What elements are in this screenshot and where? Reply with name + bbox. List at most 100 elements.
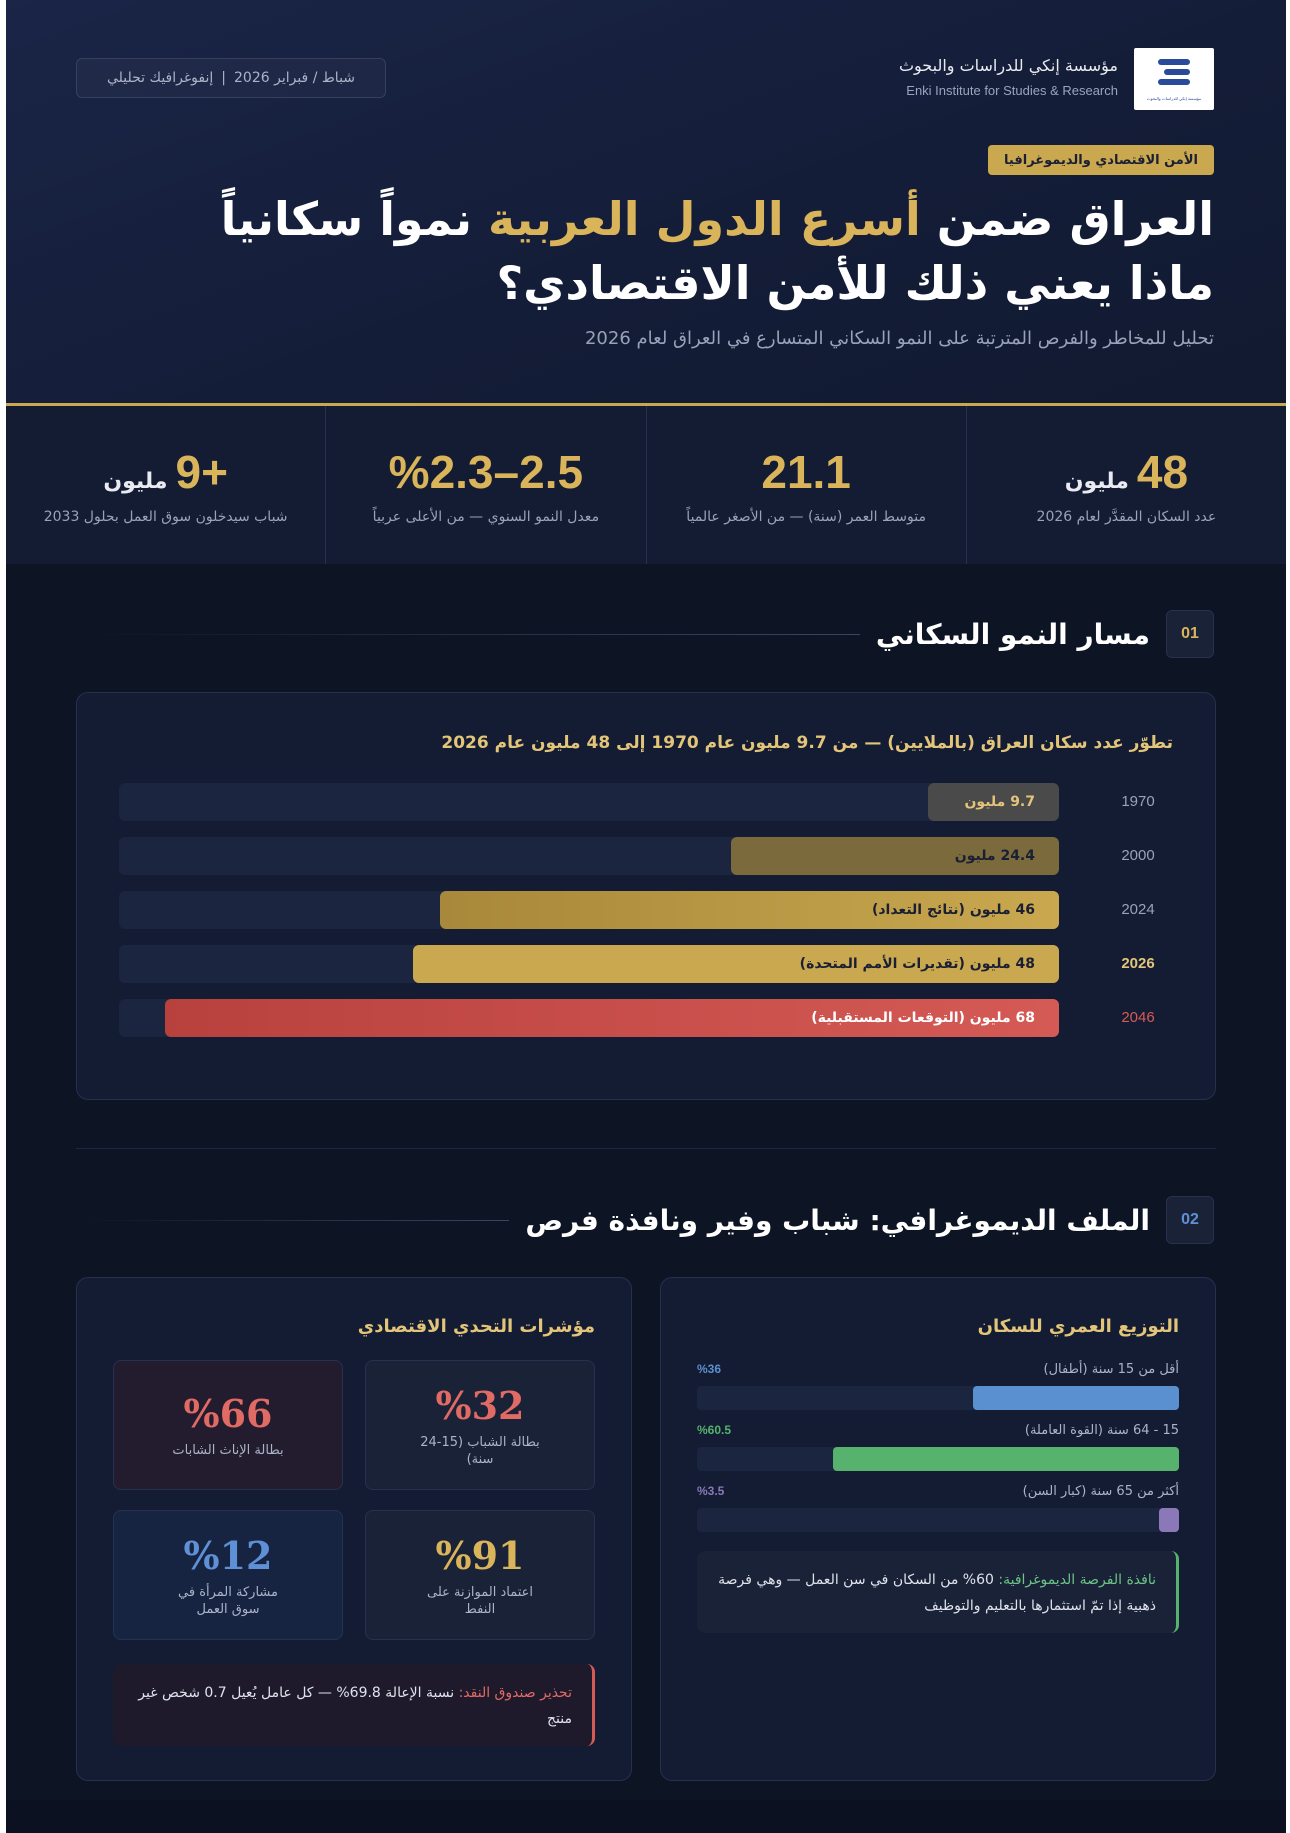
age-row-1: 15 - 64 سنة (القوة العاملة) %60.5 bbox=[697, 1423, 1179, 1471]
date-separator: | bbox=[221, 70, 226, 86]
card-title: التوزيع العمري للسكان bbox=[977, 1316, 1179, 1337]
age-bar-fill bbox=[1159, 1508, 1179, 1532]
logo-caption: مؤسسة إنكي للدراسات والبحوث bbox=[1146, 96, 1202, 101]
age-bar-fill bbox=[973, 1386, 1179, 1410]
stat-value: 48 bbox=[1136, 446, 1189, 498]
org-name-arabic: مؤسسة إنكي للدراسات والبحوث bbox=[898, 56, 1118, 75]
economic-indicators-card: مؤشرات التحدي الاقتصادي %32 بطالة الشباب… bbox=[76, 1277, 632, 1781]
bar-fill: 48 مليون (تقديرات الأمم المتحدة) bbox=[413, 945, 1059, 983]
indicator-label: بطالة الإناث الشابات bbox=[172, 1443, 284, 1458]
bar-track: 9.7 مليون bbox=[119, 783, 1059, 821]
imf-warning-note: تحذير صندوق النقد: نسبة الإعالة 69.8% — … bbox=[113, 1664, 595, 1746]
stat-value: +9 bbox=[175, 446, 228, 498]
note-text: 60% من السكان في سن العمل — وهي فرصة ذهب… bbox=[718, 1572, 1156, 1614]
age-bar-fill bbox=[833, 1447, 1179, 1471]
bar-fill: 24.4 مليون bbox=[731, 837, 1059, 875]
date-pill: شباط / فبراير 2026 | إنفوغرافيك تحليلي bbox=[76, 58, 386, 98]
age-bar-track bbox=[697, 1447, 1179, 1471]
key-stats-bar: 48 مليون عدد السكان المقدَّر لعام 2026 2… bbox=[6, 406, 1286, 564]
section-rule bbox=[76, 633, 860, 635]
indicator-female-unemployment: %66 بطالة الإناث الشابات bbox=[113, 1360, 343, 1490]
bar-track: 68 مليون (التوقعات المستقبلية) bbox=[119, 999, 1059, 1037]
stat-label: شباب سيدخلون سوق العمل بحلول 2033 bbox=[43, 509, 288, 525]
bar-value-label: 9.7 مليون bbox=[964, 794, 1035, 810]
indicator-value: %91 bbox=[435, 1532, 525, 1578]
age-group-percent: %3.5 bbox=[697, 1484, 725, 1498]
bar-year-label: 2046 bbox=[1121, 1009, 1155, 1026]
bar-value-label: 68 مليون (التوقعات المستقبلية) bbox=[811, 1010, 1035, 1026]
page-footer-band bbox=[6, 1800, 1286, 1833]
indicator-value: %12 bbox=[183, 1532, 273, 1578]
bar-track: 24.4 مليون bbox=[119, 837, 1059, 875]
page-title-line2: ماذا يعني ذلك للأمن الاقتصادي؟ bbox=[496, 256, 1215, 310]
bar-row-2046: 2046 68 مليون (التوقعات المستقبلية) bbox=[119, 999, 1173, 1037]
stat-value: 21.1 bbox=[761, 446, 851, 498]
bar-row-2024: 2024 46 مليون (نتائج التعداد) bbox=[119, 891, 1173, 929]
section-title: الملف الديموغرافي: شباب وفير ونافذة فرص bbox=[525, 1203, 1150, 1237]
logo-icon bbox=[1154, 57, 1194, 93]
warning-highlight: تحذير صندوق النقد: bbox=[458, 1685, 572, 1701]
org-name-english: Enki Institute for Studies & Research bbox=[906, 83, 1118, 98]
page-title-line1: العراق ضمن أسرع الدول العربية نمواً سكان… bbox=[221, 192, 1214, 246]
indicator-value: %66 bbox=[183, 1391, 273, 1436]
age-distribution-card: التوزيع العمري للسكان أقل من 15 سنة (أطف… bbox=[660, 1277, 1216, 1781]
infographic-page: مؤسسة إنكي للدراسات والبحوث مؤسسة إنكي ل… bbox=[6, 0, 1286, 1833]
indicator-label: اعتماد الموازنة على النفط bbox=[427, 1584, 533, 1617]
age-row-2: أكثر من 65 سنة (كبار السن) %3.5 bbox=[697, 1484, 1179, 1532]
bar-year-label: 2026 bbox=[1121, 955, 1155, 972]
age-bar-track bbox=[697, 1386, 1179, 1410]
age-bar-track bbox=[697, 1508, 1179, 1532]
warning-text: نسبة الإعالة 69.8% — كل عامل يُعيل 0.7 ش… bbox=[138, 1685, 572, 1727]
section-number: 02 bbox=[1166, 1196, 1214, 1244]
stat-growth-rate: 2.5–%2.3 معدل النمو السنوي — من الأعلى ع… bbox=[325, 406, 645, 564]
population-chart-card: تطوّر عدد سكان العراق (بالملايين) — من 9… bbox=[76, 692, 1216, 1100]
bar-year-label: 1970 bbox=[1121, 793, 1155, 810]
stat-median-age: 21.1 متوسط العمر (سنة) — من الأصغر عالمي… bbox=[645, 406, 966, 564]
stat-unit: مليون bbox=[1064, 469, 1129, 494]
bar-year-label: 2000 bbox=[1121, 847, 1155, 864]
title-highlight: أسرع الدول العربية bbox=[488, 192, 921, 246]
age-group-label: 15 - 64 سنة (القوة العاملة) bbox=[1024, 1423, 1179, 1438]
opportunity-note: نافذة الفرصة الديموغرافية: 60% من السكان… bbox=[697, 1551, 1179, 1633]
section-rule bbox=[76, 1219, 510, 1221]
bar-value-label: 24.4 مليون bbox=[954, 848, 1035, 864]
title-part2: نمواً سكانياً bbox=[220, 192, 472, 246]
bar-row-1970: 1970 9.7 مليون bbox=[119, 783, 1173, 821]
indicator-label: مشاركة المرأة في سوق العمل bbox=[178, 1584, 278, 1617]
stat-youth-labor: +9 مليون شباب سيدخلون سوق العمل بحلول 20… bbox=[6, 406, 325, 564]
section-header-growth: 01 مسار النمو السكاني bbox=[76, 610, 1214, 658]
age-group-label: أقل من 15 سنة (أطفال) bbox=[1043, 1362, 1179, 1377]
bar-row-2000: 2000 24.4 مليون bbox=[119, 837, 1173, 875]
bar-year-label: 2024 bbox=[1121, 901, 1155, 918]
stat-label: معدل النمو السنوي — من الأعلى عربياً bbox=[372, 509, 600, 525]
age-group-label: أكثر من 65 سنة (كبار السن) bbox=[1022, 1484, 1179, 1499]
card-title: مؤشرات التحدي الاقتصادي bbox=[357, 1316, 595, 1337]
indicator-youth-unemployment: %32 بطالة الشباب (15-24 سنة) bbox=[365, 1360, 595, 1490]
section-header-demographics: 02 الملف الديموغرافي: شباب وفير ونافذة ف… bbox=[76, 1196, 1214, 1244]
section-divider bbox=[76, 1148, 1216, 1149]
page-subtitle: تحليل للمخاطر والفرص المترتبة على النمو … bbox=[584, 328, 1214, 349]
bar-row-2026: 2026 48 مليون (تقديرات الأمم المتحدة) bbox=[119, 945, 1173, 983]
age-group-percent: %36 bbox=[697, 1362, 722, 1376]
indicators-grid: %32 بطالة الشباب (15-24 سنة) %66 بطالة ا… bbox=[113, 1360, 595, 1660]
category-badge: الأمن الاقتصادي والديموغرافيا bbox=[988, 145, 1214, 175]
indicator-label: بطالة الشباب (15-24 سنة) bbox=[420, 1434, 540, 1467]
indicator-female-participation: %12 مشاركة المرأة في سوق العمل bbox=[113, 1510, 343, 1640]
type-label: إنفوغرافيك تحليلي bbox=[106, 70, 214, 86]
gold-divider bbox=[6, 403, 1286, 406]
stat-label: عدد السكان المقدَّر لعام 2026 bbox=[1036, 509, 1217, 525]
bar-fill: 68 مليون (التوقعات المستقبلية) bbox=[165, 999, 1059, 1037]
bar-track: 46 مليون (نتائج التعداد) bbox=[119, 891, 1059, 929]
bar-fill: 9.7 مليون bbox=[928, 783, 1059, 821]
stat-population: 48 مليون عدد السكان المقدَّر لعام 2026 bbox=[965, 406, 1286, 564]
bar-track: 48 مليون (تقديرات الأمم المتحدة) bbox=[119, 945, 1059, 983]
date-label: شباط / فبراير 2026 bbox=[234, 70, 356, 86]
section-number: 01 bbox=[1166, 610, 1214, 658]
title-part1: العراق ضمن bbox=[936, 192, 1214, 246]
note-highlight: نافذة الفرصة الديموغرافية: bbox=[998, 1572, 1156, 1588]
age-group-percent: %60.5 bbox=[697, 1423, 732, 1437]
section-title: مسار النمو السكاني bbox=[875, 617, 1150, 651]
bar-value-label: 46 مليون (نتائج التعداد) bbox=[871, 902, 1035, 918]
enki-logo: مؤسسة إنكي للدراسات والبحوث bbox=[1134, 48, 1214, 110]
bar-fill: 46 مليون (نتائج التعداد) bbox=[440, 891, 1059, 929]
